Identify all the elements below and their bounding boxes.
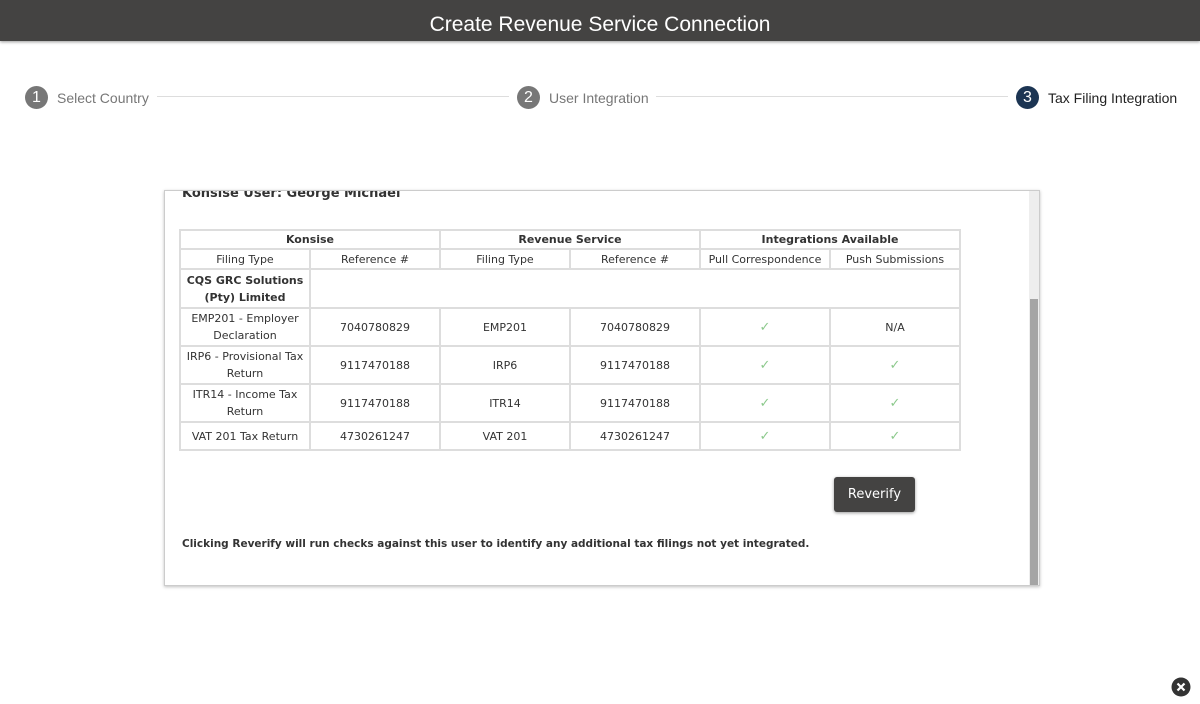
table-cell: EMP201 - Employer Declaration xyxy=(179,307,311,347)
company-name: CQS GRC Solutions (Pty) Limited xyxy=(179,268,311,309)
table-cell: 9117470188 xyxy=(309,383,441,423)
table-row: VAT 201 Tax Return 4730261247 VAT 201 47302… xyxy=(179,421,961,451)
table-cell: IRP6 - Provisional Tax Return xyxy=(179,345,311,385)
table-cell: EMP201 xyxy=(439,307,571,347)
column-header: Filing Type xyxy=(179,248,311,270)
filing-table: Konsise Revenue Service Integrations Avail… xyxy=(179,229,961,451)
integration-status: ✓ xyxy=(699,345,831,385)
close-button[interactable] xyxy=(1171,677,1191,697)
empty-cell xyxy=(310,268,961,309)
reverify-button[interactable]: Reverify xyxy=(834,477,915,512)
step[interactable]: 3 Tax Filing Integration xyxy=(1016,86,1177,109)
integration-status: ✓ xyxy=(699,421,831,451)
note: Clicking Reverify will run checks agains… xyxy=(182,538,810,550)
table-cell: ITR14 xyxy=(439,383,571,423)
table-cell: IRP6 xyxy=(439,345,571,385)
step-label: User Integration xyxy=(549,89,649,106)
group-header: Integrations Available xyxy=(699,229,961,250)
column-header: Filing Type xyxy=(439,248,571,270)
table-row: Konsise Revenue Service Integrations Avail… xyxy=(179,229,961,250)
table-cell: VAT 201 Tax Return xyxy=(179,421,311,451)
table-cell: 7040780829 xyxy=(309,307,441,347)
table-row: ITR14 - Income Tax Return 9117470188 ITR14… xyxy=(179,383,961,423)
step-label: Select Country xyxy=(57,89,149,106)
table-cell: 9117470188 xyxy=(309,345,441,385)
table-cell: VAT 201 xyxy=(439,421,571,451)
step[interactable]: 2 User Integration xyxy=(517,86,649,109)
table-cell: 4730261247 xyxy=(309,421,441,451)
step-number: 2 xyxy=(517,86,540,109)
table-cell: 7040780829 xyxy=(569,307,701,347)
integration-status: ✓ xyxy=(829,383,961,423)
column-header: Reference # xyxy=(309,248,441,270)
integration-status: ✓ xyxy=(829,421,961,451)
step-number: 3 xyxy=(1016,86,1039,109)
scroll-thumb[interactable] xyxy=(1030,299,1038,585)
table-cell: 4730261247 xyxy=(569,421,701,451)
table-cell: 9117470188 xyxy=(569,345,701,385)
step-number: 1 xyxy=(25,86,48,109)
step-line xyxy=(656,96,1008,97)
integration-status: ✓ xyxy=(699,383,831,423)
scrollbar[interactable] xyxy=(1029,191,1039,585)
group-header: Konsise xyxy=(179,229,441,250)
table-cell: 9117470188 xyxy=(569,383,701,423)
table-row: EMP201 - Employer Declaration 7040780829 E… xyxy=(179,307,961,347)
column-header: Push Submissions xyxy=(829,248,961,270)
integration-status: ✓ xyxy=(699,307,831,347)
integration-status: N/A xyxy=(829,307,961,347)
step-label: Tax Filing Integration xyxy=(1048,89,1178,106)
group-header: Revenue Service xyxy=(439,229,701,250)
integration-status: ✓ xyxy=(829,345,961,385)
panel: Konsise User: George Michael Konsise Reve… xyxy=(164,190,1040,586)
header-title: Create Revenue Service Connection xyxy=(0,0,1200,41)
table-row: Filing Type Reference # Filing Type Referen… xyxy=(179,248,961,270)
table-row: CQS GRC Solutions (Pty) Limited xyxy=(179,268,961,309)
column-header: Pull Correspondence xyxy=(699,248,831,270)
step-line xyxy=(157,96,509,97)
column-header: Reference # xyxy=(569,248,701,270)
step[interactable]: 1 Select Country xyxy=(25,86,149,109)
user-name: Konsise User: George Michael xyxy=(182,190,401,201)
table-cell: ITR14 - Income Tax Return xyxy=(179,383,311,423)
table-row: IRP6 - Provisional Tax Return 9117470188 I… xyxy=(179,345,961,385)
